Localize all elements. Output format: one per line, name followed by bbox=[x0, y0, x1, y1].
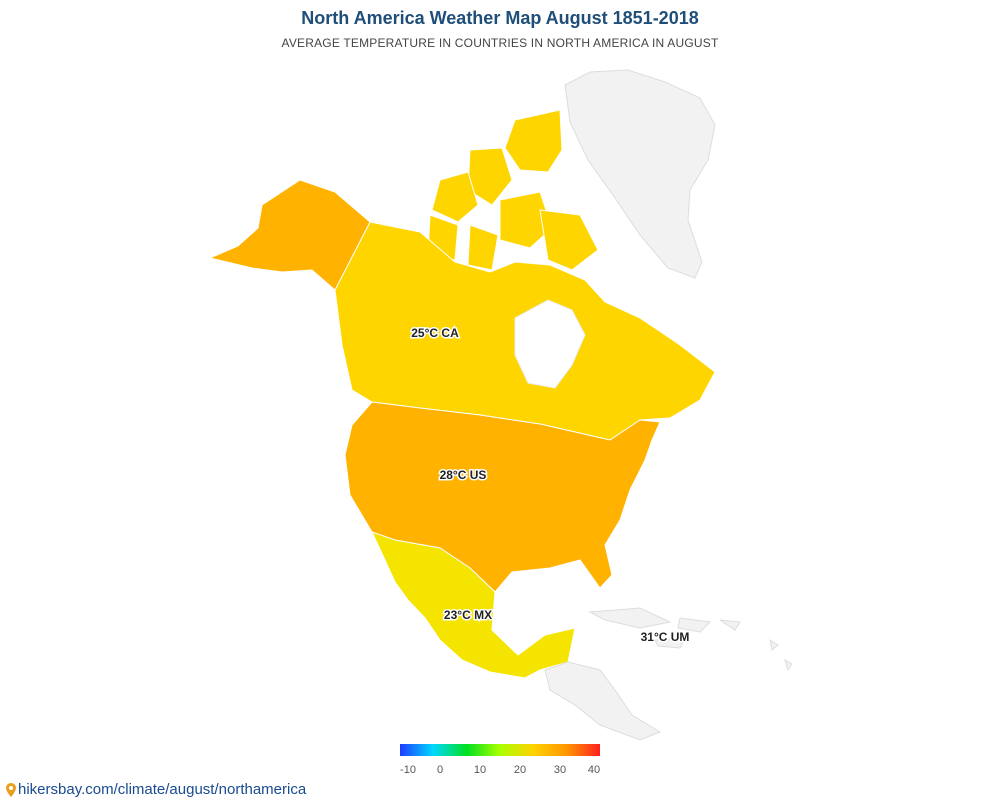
legend-tick: 30 bbox=[553, 764, 567, 776]
region-mexico[interactable] bbox=[371, 531, 576, 679]
temperature-legend: -10 0 10 20 30 40 bbox=[400, 744, 600, 776]
legend-tick: 40 bbox=[587, 764, 601, 776]
legend-tick: 10 bbox=[473, 764, 487, 776]
location-pin-icon bbox=[6, 782, 16, 797]
label-canada: 25°C CA bbox=[411, 326, 459, 340]
map-subtitle: AVERAGE TEMPERATURE IN COUNTRIES IN NORT… bbox=[281, 36, 719, 50]
region-greenland[interactable] bbox=[564, 69, 716, 279]
map-title: North America Weather Map August 1851-20… bbox=[301, 8, 699, 28]
north-america-map: 25°C CA 28°C US 23°C MX 31°C UM bbox=[208, 69, 793, 740]
hudson-bay bbox=[514, 299, 586, 389]
legend-tick: 0 bbox=[436, 764, 444, 776]
label-united-states: 28°C US bbox=[440, 468, 487, 482]
region-caribbean[interactable] bbox=[588, 607, 793, 672]
region-alaska[interactable] bbox=[208, 179, 371, 291]
legend-color-scale bbox=[400, 744, 600, 756]
region-canada-islands[interactable] bbox=[427, 109, 599, 271]
legend-tick: -10 bbox=[400, 764, 416, 776]
source-link-text[interactable]: hikersbay.com/climate/august/northameric… bbox=[18, 781, 307, 798]
legend-tick: 20 bbox=[513, 764, 527, 776]
region-central-america[interactable] bbox=[544, 661, 662, 740]
source-link[interactable]: hikersbay.com/climate/august/northameric… bbox=[6, 781, 306, 798]
label-mexico: 23°C MX bbox=[444, 608, 492, 622]
label-um: 31°C UM bbox=[641, 630, 690, 644]
legend-ticks: -10 0 10 20 30 40 bbox=[400, 756, 600, 776]
